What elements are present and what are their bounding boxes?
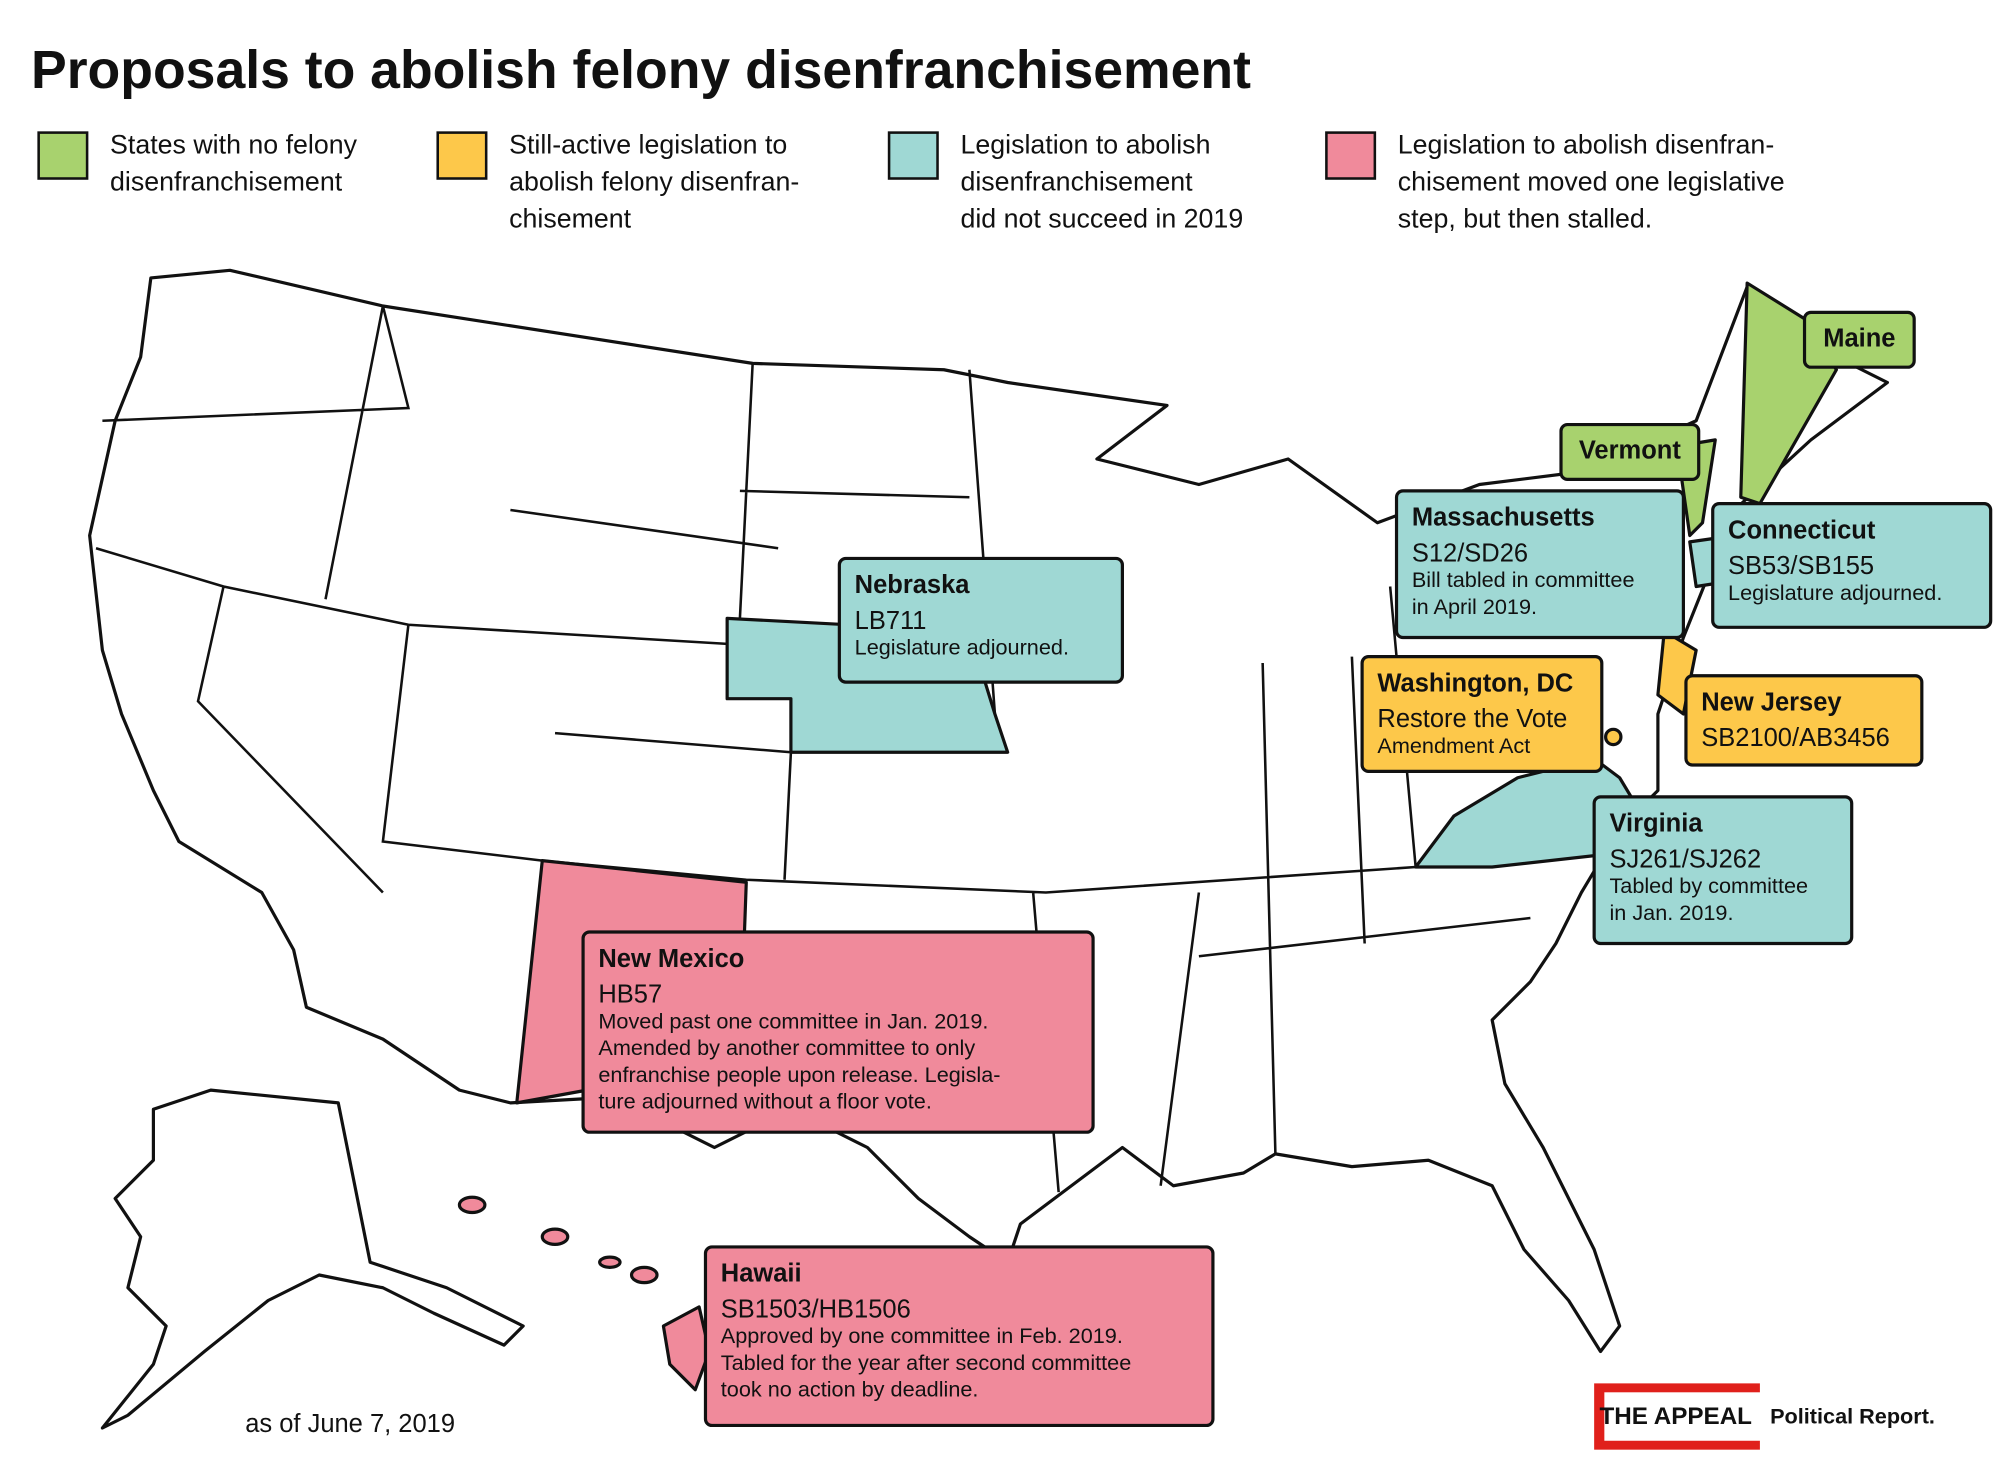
dc-marker: [1604, 727, 1623, 747]
legend-label: abolish felony disenfran-: [509, 167, 799, 197]
callout-text: SJ261/SJ262: [1609, 845, 1761, 873]
callout-box: [1592, 795, 1854, 946]
legend-label: chisement moved one legislative: [1398, 167, 1785, 197]
callout-text: in April 2019.: [1412, 594, 1537, 619]
legend-swatch: [887, 131, 939, 180]
logo-box: [1604, 1392, 1768, 1441]
callout-text: SB1503/HB1506: [721, 1295, 911, 1323]
legend-label: did not succeed in 2019: [960, 204, 1243, 234]
callout-title: Washington, DC: [1377, 669, 1573, 697]
legend-label: step, but then stalled.: [1398, 204, 1652, 234]
callout-text: Amended by another committee to only: [598, 1035, 975, 1060]
legend-swatch: [37, 131, 89, 180]
callout-text: SB2100/AB3456: [1701, 724, 1890, 752]
callout-box: [1684, 674, 1924, 767]
callout-box: [1711, 502, 1993, 629]
legend-label: Still-active legislation to: [509, 130, 787, 160]
callout-title: Maine: [1823, 325, 1895, 353]
callout-text: Restore the Vote: [1377, 705, 1567, 733]
callout-text: Moved past one committee in Jan. 2019.: [598, 1008, 988, 1033]
callout-title: Vermont: [1579, 437, 1682, 465]
callout-title: Nebraska: [855, 571, 971, 599]
legend-swatch: [436, 131, 488, 180]
logo-sub: Political Report.: [1770, 1404, 1935, 1429]
legend-label: States with no felony: [110, 130, 358, 160]
callout-text: enfranchise people upon release. Legisla…: [598, 1062, 1000, 1087]
callout-title: New Mexico: [598, 945, 744, 973]
legend-label: Legislation to abolish disenfran-: [1398, 130, 1774, 160]
callout-text: Amendment Act: [1377, 733, 1530, 758]
callout-text: in Jan. 2019.: [1609, 900, 1733, 925]
callout-text: Legislature adjourned.: [855, 635, 1069, 660]
legend-label: disenfranchisement: [110, 167, 343, 197]
callout-text: took no action by deadline.: [721, 1377, 979, 1402]
callout-text: Bill tabled in committee: [1412, 567, 1635, 592]
callout-text: Legislature adjourned.: [1728, 580, 1942, 605]
callout-text: LB711: [855, 607, 927, 635]
callout-title: New Jersey: [1701, 689, 1842, 717]
callout-title: Virginia: [1609, 810, 1703, 838]
legend-swatch: [1325, 131, 1377, 180]
callout-box: [581, 930, 1095, 1134]
callout-box: [703, 1245, 1215, 1428]
callout-title: Connecticut: [1728, 516, 1876, 544]
callout-text: HB57: [598, 981, 662, 1009]
legend-label: chisement: [509, 204, 632, 234]
legend-label: disenfranchisement: [960, 167, 1193, 197]
callout-text: SB53/SB155: [1728, 552, 1874, 580]
date-note: as of June 7, 2019: [245, 1410, 455, 1438]
callout-title: Hawaii: [721, 1260, 802, 1288]
callout-box: [1559, 422, 1701, 481]
logo-brand: THE APPEAL: [1599, 1403, 1752, 1430]
callout-box: [1360, 655, 1604, 773]
callout-box: [837, 556, 1124, 684]
alaska-shape: [100, 1088, 525, 1430]
legend-label: Legislation to abolish: [960, 130, 1210, 160]
callout-text: ture adjourned without a floor vote.: [598, 1089, 931, 1114]
callout-box: [1394, 489, 1685, 640]
callout-text: Tabled by committee: [1609, 873, 1808, 898]
callout-box: [1802, 310, 1916, 369]
callout-text: Tabled for the year after second committ…: [721, 1350, 1131, 1375]
hawaii-islands: [457, 1195, 711, 1392]
callout-title: Massachusetts: [1412, 504, 1595, 532]
callout-text: Approved by one committee in Feb. 2019.: [721, 1323, 1123, 1348]
title: Proposals to abolish felony disenfranchi…: [31, 41, 1251, 100]
callout-text: S12/SD26: [1412, 539, 1528, 567]
